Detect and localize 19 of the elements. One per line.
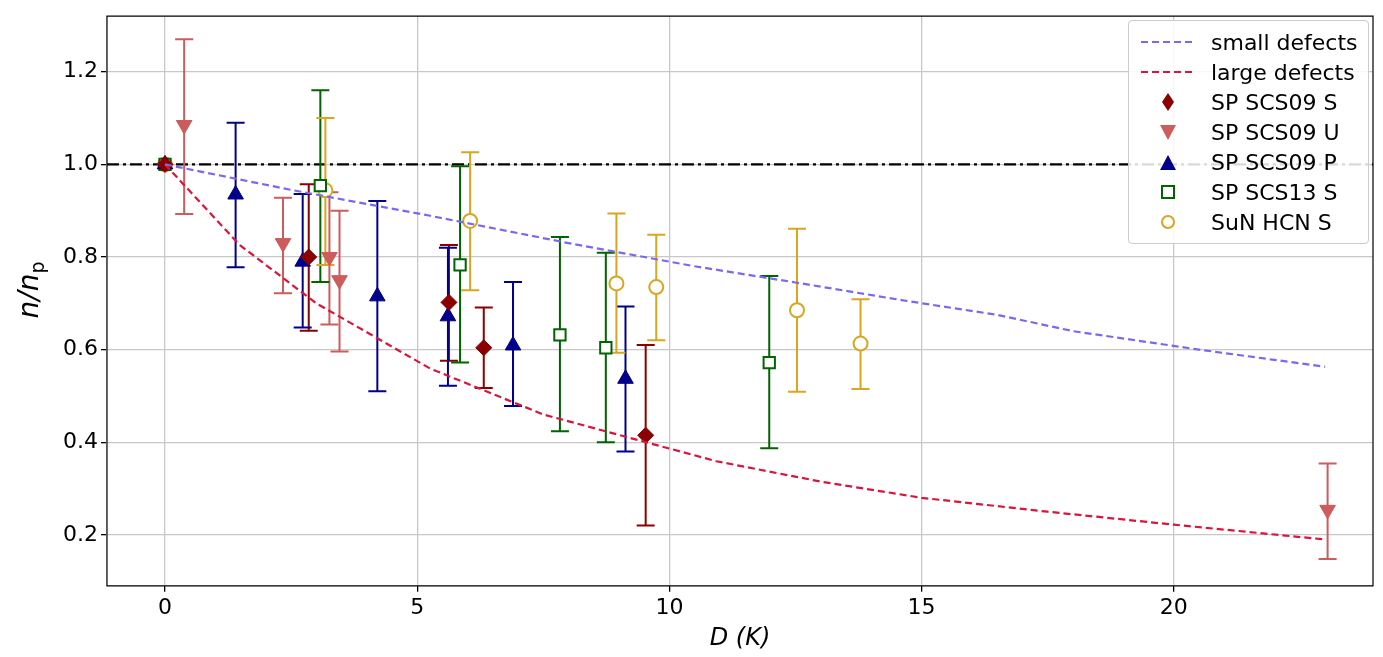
y-tick-label: 1.0: [62, 150, 98, 176]
y-tick-label: 0.2: [62, 520, 98, 546]
y-tick-label: 1.2: [62, 57, 98, 83]
legend-label: SP SCS13 S: [1211, 179, 1338, 205]
legend-label: large defects: [1211, 59, 1355, 85]
x-tick-label: 20: [1159, 593, 1188, 619]
legend-label: SP SCS09 S: [1211, 89, 1338, 115]
legend-label: SP SCS09 P: [1211, 149, 1337, 175]
y-tick-label: 0.6: [62, 335, 98, 361]
legend-label: SuN HCN S: [1211, 209, 1332, 235]
x-tick-label: 10: [655, 593, 684, 619]
x-tick-label: 5: [410, 593, 425, 619]
y-tick-label: 0.4: [62, 427, 98, 453]
legend-label: small defects: [1211, 29, 1358, 55]
x-tick-label: 15: [907, 593, 936, 619]
legend-label: SP SCS09 U: [1211, 119, 1340, 145]
x-axis-title: D (K): [709, 622, 771, 651]
x-tick-label: 0: [157, 593, 172, 619]
y-tick-label: 0.8: [62, 242, 98, 268]
